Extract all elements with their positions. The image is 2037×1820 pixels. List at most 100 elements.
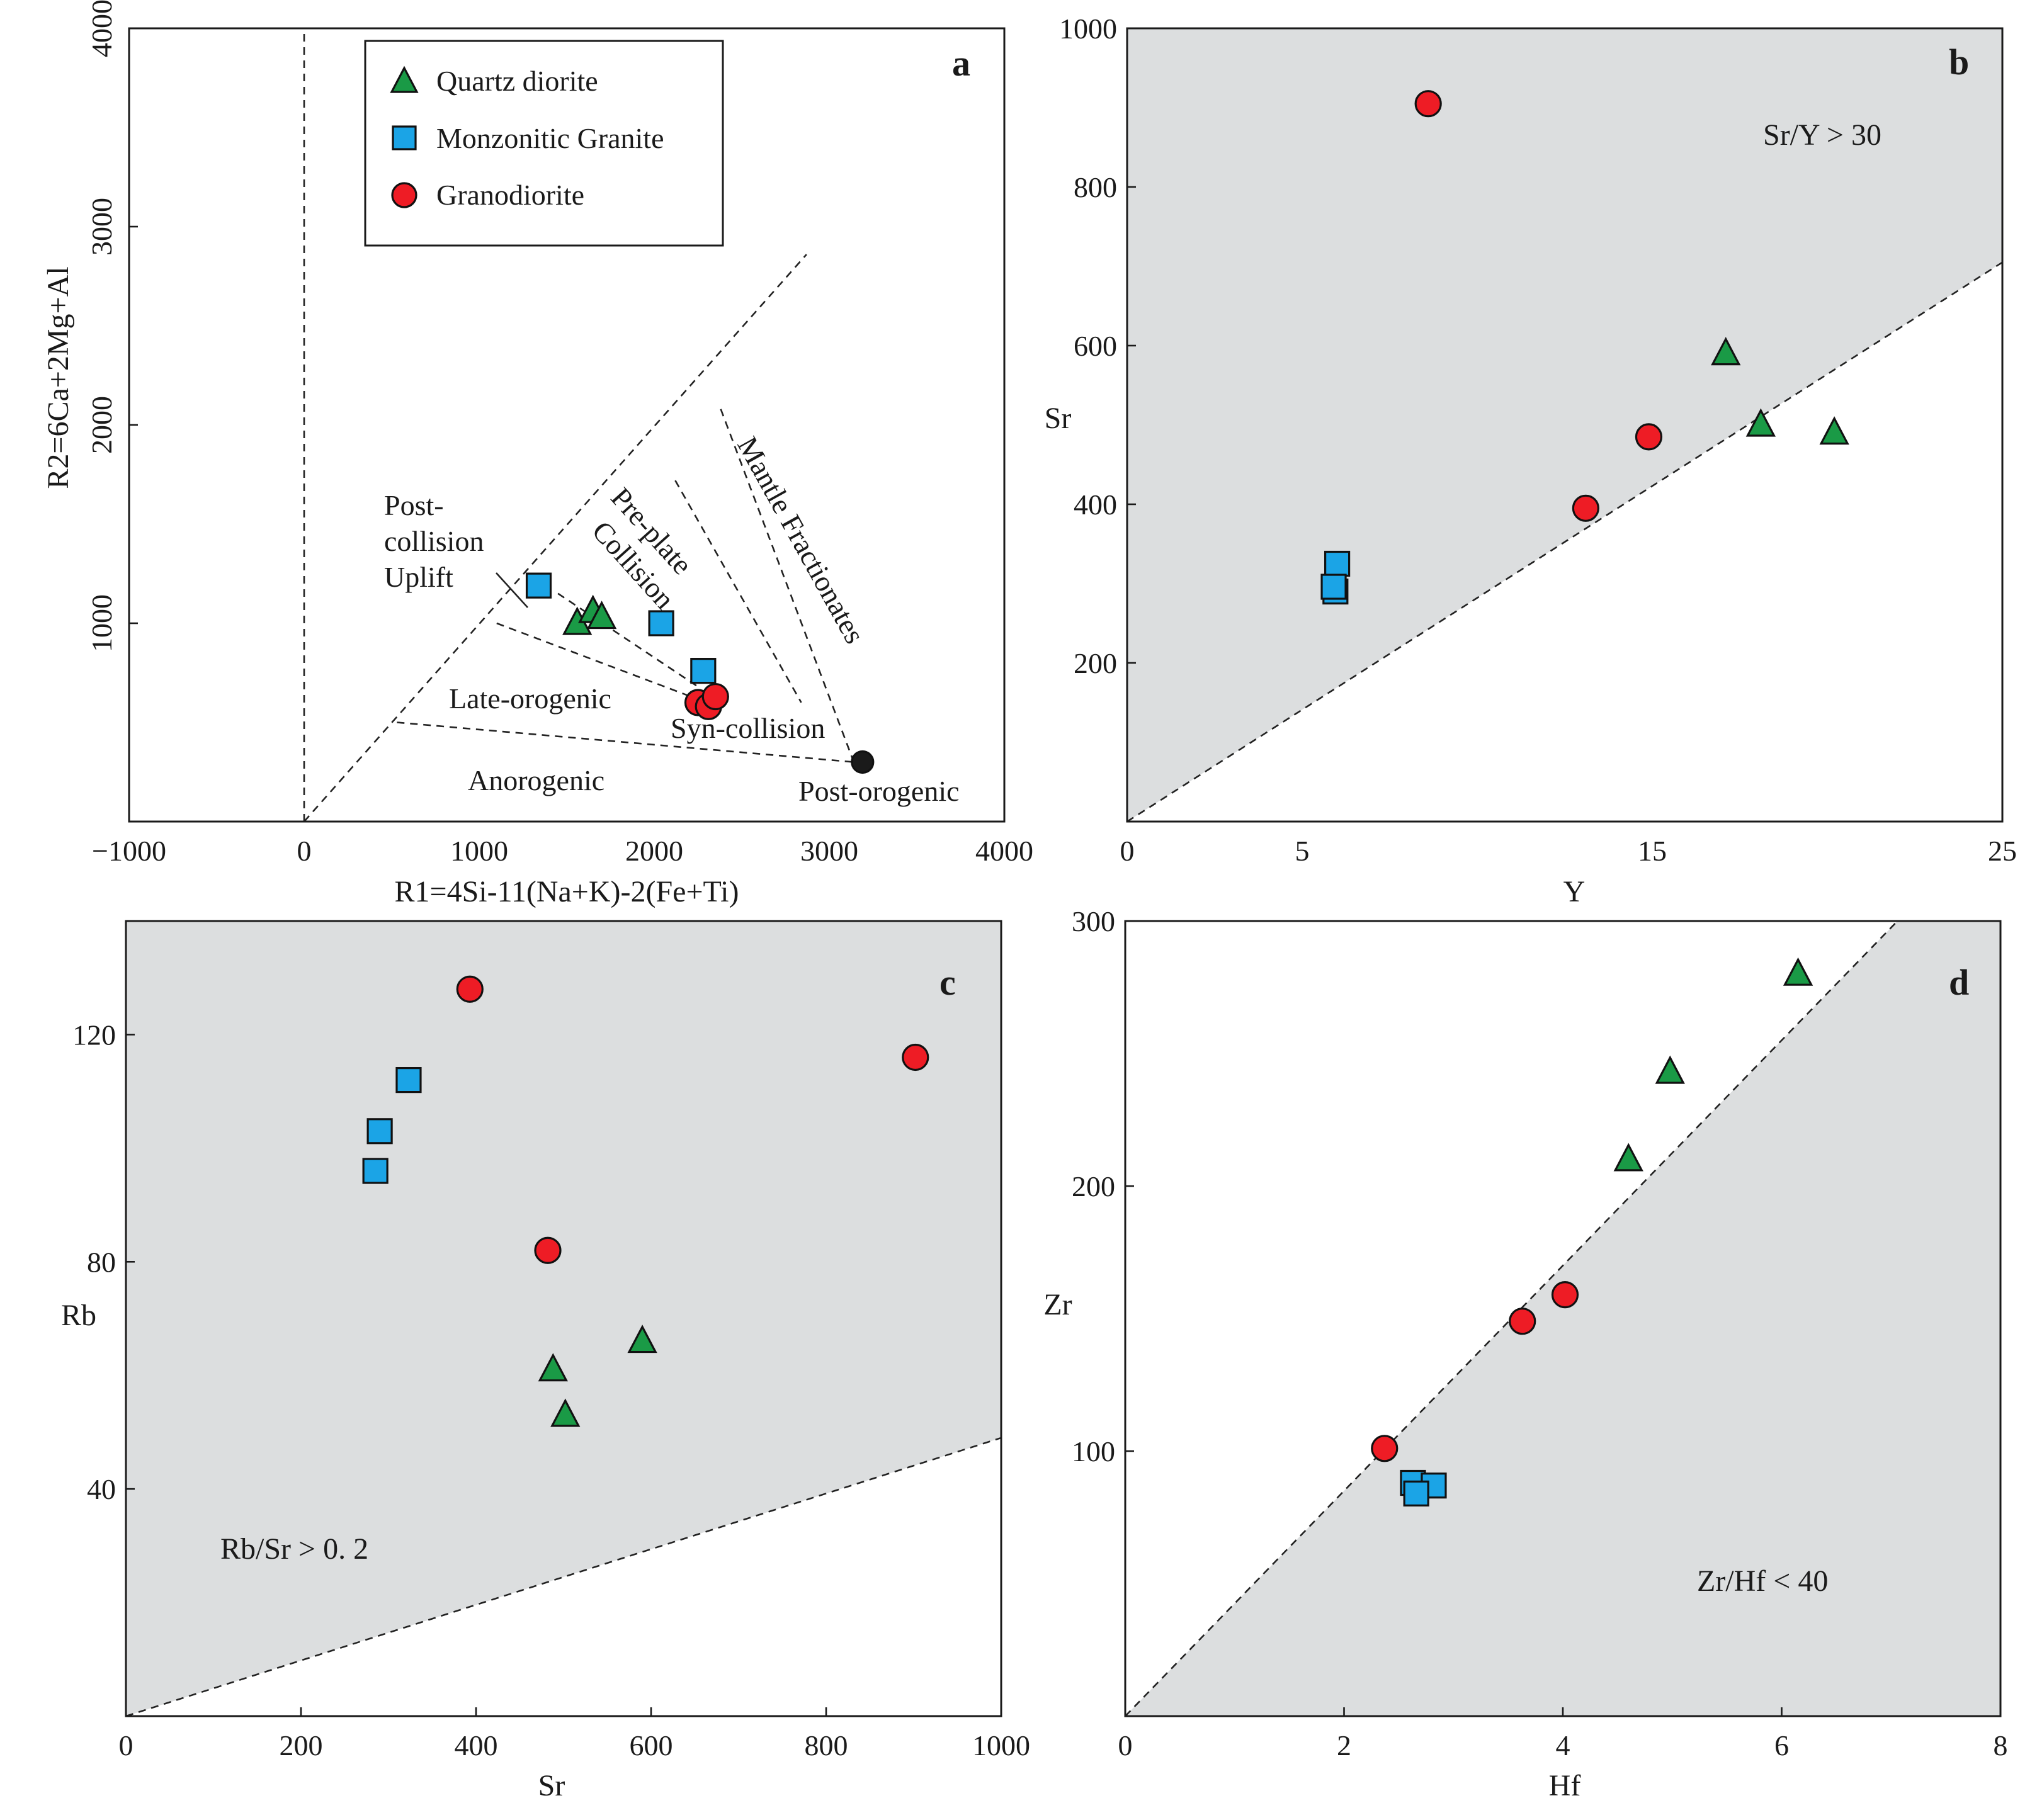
panel-c-point-monzonitic-granite <box>362 1158 389 1184</box>
panel-c-x-tick-label: 400 <box>455 1729 498 1761</box>
panel-d-y-tick-label: 300 <box>1072 905 1115 937</box>
panel-c-y-tick-label: 120 <box>72 1019 116 1051</box>
legend-label-monzonitic-granite: Monzonitic Granite <box>436 122 664 154</box>
panel-c-point-granodiorite <box>902 1043 929 1071</box>
region-label-post-collision-line2: collision <box>384 525 484 557</box>
panel-b-frame <box>1126 27 2004 823</box>
panel-b-point-quartz-diorite <box>1711 337 1741 366</box>
panel-c-point-granodiorite <box>456 975 484 1003</box>
panel-b-x-tick-label: 5 <box>1295 835 1310 867</box>
panel-a-point-monzonitic-granite <box>648 610 674 636</box>
panel-d-y-tick-label: 200 <box>1072 1170 1115 1202</box>
panel-c-y-tick-label: 80 <box>87 1246 116 1278</box>
region-label-late-orogenic: Late-orogenic <box>449 682 611 715</box>
panel-d-shaded-field <box>1125 921 2000 1716</box>
panel-a-y-tick-label: 1000 <box>86 594 118 652</box>
panel-a-syn-collision-boundary <box>557 592 699 687</box>
panel-d-point-granodiorite <box>1509 1308 1536 1335</box>
panel-b-y-tick-label: 200 <box>1074 647 1117 679</box>
panel-d-x-tick-label: 8 <box>1994 1729 2008 1761</box>
panel-d-points <box>1371 957 1813 1506</box>
panel-a-x-tick-label: 4000 <box>975 835 1033 867</box>
panel-d: d Zr/Hf < 40 Hf Zr 0 2 4 6 8 100 200 300 <box>1043 905 2007 1802</box>
panel-a-point-post-orogenic <box>851 750 875 774</box>
panel-c-points <box>362 975 929 1427</box>
panel-a-field-boundaries <box>303 28 855 822</box>
panel-b-x-axis-label: Y <box>1563 875 1586 908</box>
panel-a-point-granodiorite <box>701 682 729 711</box>
panel-a-anorogenic-boundary <box>397 721 854 763</box>
panel-a-mantle-boundary <box>720 409 855 762</box>
panel-a-y-tick-label: 3000 <box>86 198 118 256</box>
panel-a-point-quartz-diorite <box>586 601 617 630</box>
legend-label-quartz-diorite: Quartz diorite <box>436 65 598 97</box>
panel-c-x-tick-label: 800 <box>805 1729 848 1761</box>
panel-a-point-monzonitic-granite <box>690 657 717 684</box>
panel-d-x-tick-label: 2 <box>1337 1729 1351 1761</box>
panel-b-ratio-line <box>1126 261 2003 823</box>
panel-c-point-quartz-diorite <box>550 1398 581 1427</box>
panel-a-ticks: −1000 0 1000 2000 3000 4000 1000 2000 3000 4000 <box>86 0 1033 867</box>
panel-a-y-tick-label: 4000 <box>86 0 118 57</box>
panel-a-x-tick-label: 0 <box>297 835 312 867</box>
region-label-post-orogenic: Post-orogenic <box>798 775 960 807</box>
legend-box <box>364 40 724 247</box>
panel-c: c Rb/Sr > 0. 2 Sr Rb 0 200 400 600 800 1000 40… <box>61 920 1030 1802</box>
panel-a-x-tick-label: 1000 <box>450 835 508 867</box>
panel-c-point-granodiorite <box>534 1236 562 1264</box>
panel-d-x-tick-label: 6 <box>1774 1729 1789 1761</box>
panel-b-ratio-annotation: Sr/Y > 30 <box>1763 118 1881 152</box>
panel-d-point-quartz-diorite <box>1613 1143 1643 1172</box>
panel-b-point-monzonitic-granite <box>1320 574 1347 600</box>
panel-c-point-monzonitic-granite <box>366 1118 393 1145</box>
region-label-mantle-fractionates: Mantle Fractionates <box>731 431 871 648</box>
panel-d-point-quartz-diorite <box>1655 1055 1685 1084</box>
panel-b-x-tick-label: 25 <box>1988 835 2017 867</box>
panel-b-shaded-field <box>1127 28 2002 822</box>
panel-a-label: a <box>952 43 970 84</box>
panel-a-late-orogenic-boundary <box>496 622 707 704</box>
legend: Quartz diorite Monzonitic Granite Granod… <box>364 40 724 247</box>
panel-b-point-quartz-diorite <box>1819 416 1849 445</box>
panel-a: Post- collision Uplift Pre-plate Collisi… <box>42 0 1033 908</box>
panel-b-y-tick-label: 1000 <box>1059 13 1117 45</box>
post-collision-pointer <box>496 572 528 608</box>
panel-b-y-tick-label: 400 <box>1074 489 1117 521</box>
panel-b-point-granodiorite <box>1414 90 1442 118</box>
panel-d-x-tick-label: 4 <box>1556 1729 1570 1761</box>
panel-b-point-granodiorite <box>1572 494 1599 522</box>
panel-c-x-tick-label: 1000 <box>972 1729 1030 1761</box>
region-label-post-collision-line1: Post- <box>384 489 444 521</box>
panel-c-y-tick-label: 40 <box>87 1473 116 1505</box>
panel-d-x-tick-label: 0 <box>1118 1729 1133 1761</box>
panel-d-point-quartz-diorite <box>1783 957 1813 986</box>
panel-b-y-tick-label: 600 <box>1074 330 1117 362</box>
panel-c-point-quartz-diorite <box>538 1353 568 1382</box>
panel-c-x-tick-label: 600 <box>630 1729 673 1761</box>
legend-circle-icon <box>391 182 417 208</box>
panel-d-label: d <box>1949 962 1969 1003</box>
legend-triangle-icon <box>390 65 419 93</box>
region-label-post-collision-line3: Uplift <box>384 561 453 593</box>
legend-square-icon <box>392 125 417 150</box>
panel-d-ticks: 0 2 4 6 8 100 200 300 <box>1072 905 2008 1761</box>
panel-d-point-granodiorite <box>1551 1281 1579 1309</box>
panel-a-x-axis-label: R1=4Si-11(Na+K)-2(Fe+Ti) <box>395 875 739 908</box>
panel-d-point-monzonitic-granite <box>1403 1480 1429 1506</box>
panel-c-x-tick-label: 0 <box>119 1729 133 1761</box>
panel-a-x-tick-label: 2000 <box>625 835 683 867</box>
panel-c-point-quartz-diorite <box>627 1325 657 1354</box>
panel-a-points <box>525 572 875 774</box>
panel-b-y-tick-label: 800 <box>1074 171 1117 203</box>
panel-a-pre-plate-boundary <box>674 480 802 703</box>
panel-b-point-monzonitic-granite <box>1324 550 1351 577</box>
panel-d-x-axis-label: Hf <box>1549 1769 1581 1802</box>
panel-d-y-axis-label: Zr <box>1043 1288 1072 1321</box>
panel-c-frame <box>125 920 1002 1717</box>
panel-c-point-monzonitic-granite <box>395 1066 422 1094</box>
panel-a-post-collision-boundary <box>304 254 807 822</box>
panel-d-ratio-annotation: Zr/Hf < 40 <box>1697 1564 1828 1598</box>
panel-b-x-tick-label: 15 <box>1638 835 1667 867</box>
